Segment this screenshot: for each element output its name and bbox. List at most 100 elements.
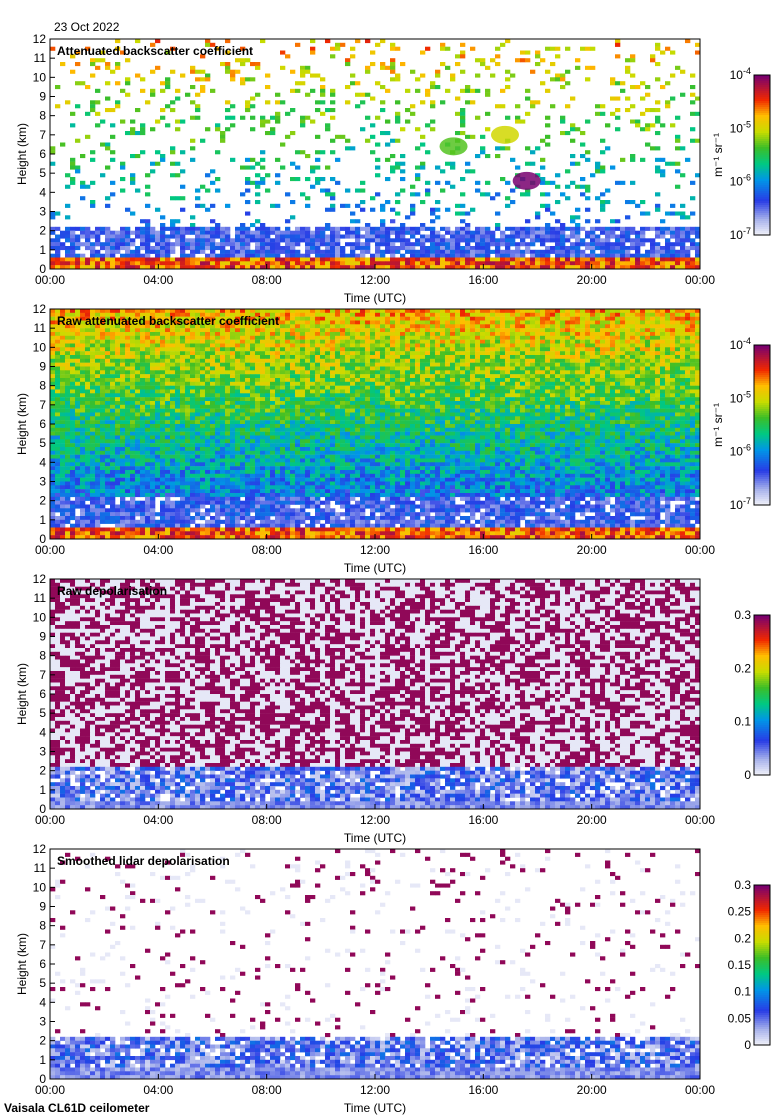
x-tick-label: 08:00	[252, 543, 282, 557]
colorbar: 00.050.10.150.20.250.3	[728, 878, 770, 1052]
cloud-feature-1	[491, 126, 519, 144]
colorbar-tick-label: 10-7	[730, 226, 751, 242]
y-axis-label: Height (km)	[15, 123, 29, 185]
y-tick-label: 11	[34, 861, 47, 875]
y-tick-label: 2	[39, 224, 46, 238]
colorbar-tick-label: 0.05	[728, 1011, 752, 1025]
y-tick-label: 7	[39, 668, 46, 682]
x-tick-label: 08:00	[252, 273, 282, 287]
colorbar: 0 0.1 0.2 0.3	[734, 608, 770, 782]
colorbar-tick-label: 10-6	[730, 443, 751, 459]
x-axis-label: Time (UTC)	[344, 291, 406, 305]
y-tick-label: 8	[39, 919, 46, 933]
x-tick-label: 00:00	[35, 813, 65, 827]
x-tick-label: 00:00	[685, 813, 715, 827]
y-axis-label: Height (km)	[15, 393, 29, 455]
x-axis-label: Time (UTC)	[344, 831, 406, 845]
colorbar-tick-label: 0.15	[728, 958, 752, 972]
colorbar-tick-label: 0	[744, 1038, 751, 1052]
colorbar-tick-label: 10-5	[730, 119, 751, 135]
x-tick-label: 04:00	[143, 273, 173, 287]
y-tick-label: 4	[39, 185, 46, 199]
x-axis-label: Time (UTC)	[344, 561, 406, 575]
y-tick-label: 7	[39, 398, 46, 412]
colorbar: 10-710-610-510-4m⁻¹ sr⁻¹	[711, 66, 770, 242]
y-tick-label: 3	[39, 745, 46, 759]
y-tick-label: 8	[39, 109, 46, 123]
y-tick-label: 10	[33, 340, 47, 354]
y-tick-label: 5	[39, 436, 46, 450]
x-tick-label: 04:00	[143, 1083, 173, 1097]
x-tick-label: 00:00	[685, 1083, 715, 1097]
colorbar-tick-label: 10-4	[730, 336, 751, 352]
colorbar-tick-label: 0.3	[734, 608, 751, 622]
colorbar-tick-label: 10-4	[730, 66, 751, 82]
x-tick-label: 20:00	[577, 813, 607, 827]
panel-4: Smoothed lidar depolarisation01234567891…	[15, 842, 770, 1115]
x-tick-label: 04:00	[143, 813, 173, 827]
y-tick-label: 7	[39, 128, 46, 142]
panel-title: Raw depolarisation	[57, 584, 167, 598]
y-tick-label: 6	[39, 417, 46, 431]
panel-title: Raw attenuated backscatter coefficient	[57, 314, 279, 328]
colorbar-tick-label: 10-7	[730, 496, 751, 512]
y-tick-label: 6	[39, 147, 46, 161]
x-tick-label: 20:00	[577, 543, 607, 557]
x-tick-label: 12:00	[360, 1083, 390, 1097]
colorbar-tick-label: 10-6	[730, 173, 751, 189]
y-tick-label: 12	[33, 32, 47, 46]
y-tick-label: 6	[39, 957, 46, 971]
colorbar-tick-label: 0	[744, 768, 751, 782]
y-tick-label: 9	[39, 360, 46, 374]
y-tick-label: 10	[33, 70, 47, 84]
y-tick-label: 5	[39, 976, 46, 990]
x-tick-label: 16:00	[468, 1083, 498, 1097]
x-tick-label: 16:00	[468, 543, 498, 557]
x-tick-label: 00:00	[685, 543, 715, 557]
y-tick-label: 2	[39, 764, 46, 778]
x-tick-label: 16:00	[468, 273, 498, 287]
panel-3: Raw depolarisation0123456789101112Height…	[15, 572, 770, 845]
x-tick-label: 08:00	[252, 1083, 282, 1097]
y-tick-label: 10	[33, 610, 47, 624]
x-tick-label: 12:00	[360, 543, 390, 557]
panel-title: Attenuated backscatter coefficient	[57, 44, 253, 58]
x-tick-label: 20:00	[577, 1083, 607, 1097]
colorbar-tick-label: 0.2	[734, 661, 751, 675]
panel-title: Smoothed lidar depolarisation	[57, 854, 230, 868]
cloud-feature-2	[440, 137, 468, 155]
y-tick-label: 12	[33, 572, 47, 586]
y-tick-label: 8	[39, 379, 46, 393]
y-tick-label: 12	[33, 302, 47, 316]
x-tick-label: 08:00	[252, 813, 282, 827]
colorbar-tick-label: 0.1	[734, 715, 751, 729]
colorbar: 10-710-610-510-4m⁻¹ sr⁻¹	[711, 336, 770, 512]
y-tick-label: 12	[33, 842, 47, 856]
y-tick-label: 4	[39, 995, 46, 1009]
colorbar-tick-label: 0.25	[728, 905, 752, 919]
y-tick-label: 1	[39, 513, 46, 527]
colorbar-tick-label: 0.1	[734, 985, 751, 999]
colorbar-tick-label: 0.3	[734, 878, 751, 892]
panel-1: Attenuated backscatter coefficient012345…	[15, 32, 770, 305]
y-tick-label: 1	[39, 243, 46, 257]
y-tick-label: 11	[34, 321, 47, 335]
y-tick-label: 3	[39, 205, 46, 219]
x-tick-label: 00:00	[35, 1083, 65, 1097]
cloud-feature-3	[513, 172, 541, 190]
x-tick-label: 00:00	[35, 273, 65, 287]
y-tick-label: 4	[39, 455, 46, 469]
heatmap-field	[50, 579, 700, 809]
y-tick-label: 5	[39, 706, 46, 720]
y-tick-label: 1	[39, 783, 46, 797]
y-tick-label: 1	[39, 1053, 46, 1067]
y-tick-label: 11	[34, 51, 47, 65]
y-tick-label: 2	[39, 1034, 46, 1048]
y-tick-label: 6	[39, 687, 46, 701]
y-tick-label: 3	[39, 475, 46, 489]
y-tick-label: 8	[39, 649, 46, 663]
x-tick-label: 12:00	[360, 813, 390, 827]
x-tick-label: 00:00	[685, 273, 715, 287]
heatmap-field	[50, 309, 700, 539]
